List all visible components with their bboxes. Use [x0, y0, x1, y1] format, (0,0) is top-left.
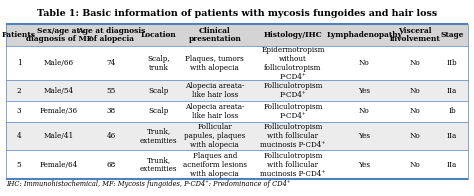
Text: Table 1: Basic information of patients with mycosis fungoides and hair loss: Table 1: Basic information of patients w…: [37, 9, 437, 18]
Text: 38: 38: [107, 107, 116, 115]
Bar: [6, 122, 468, 150]
Text: Male/41: Male/41: [44, 132, 74, 140]
Text: Male/66: Male/66: [44, 59, 74, 67]
Text: No: No: [359, 59, 370, 67]
Text: Scalp: Scalp: [148, 107, 169, 115]
Text: 68: 68: [107, 161, 116, 169]
Text: Age at diagnosis
of alopecia: Age at diagnosis of alopecia: [77, 26, 146, 43]
Text: Female/64: Female/64: [40, 161, 78, 169]
Text: IIa: IIa: [447, 132, 457, 140]
Text: 5: 5: [17, 161, 21, 169]
Text: Folliculotropism
P-CD4⁺: Folliculotropism P-CD4⁺: [263, 103, 323, 120]
Text: Location: Location: [141, 31, 176, 39]
Text: Histology/IHC: Histology/IHC: [264, 31, 322, 39]
Text: Trunk,
extemities: Trunk, extemities: [140, 156, 177, 173]
Text: No: No: [410, 161, 420, 169]
Text: No: No: [359, 107, 370, 115]
Text: Ib: Ib: [448, 107, 456, 115]
Text: Plaques and
acneiform lesions
with alopecia: Plaques and acneiform lesions with alope…: [183, 152, 247, 178]
Text: 1: 1: [17, 59, 21, 67]
Bar: [6, 150, 468, 179]
Text: No: No: [410, 59, 420, 67]
Text: Follicular
papules, plaques
with alopecia: Follicular papules, plaques with alopeci…: [184, 123, 246, 149]
Text: No: No: [410, 107, 420, 115]
Text: Alopecia areata-
like hair loss: Alopecia areata- like hair loss: [185, 103, 245, 120]
Text: Folliculotropism
P-CD4⁺: Folliculotropism P-CD4⁺: [263, 82, 323, 99]
Text: Folliculotropism
with follicular
mucinosis P-CD4⁺: Folliculotropism with follicular mucinos…: [260, 152, 326, 178]
Bar: [6, 46, 468, 80]
Text: Yes: Yes: [358, 161, 371, 169]
Text: Male/54: Male/54: [44, 87, 74, 94]
Text: Yes: Yes: [358, 132, 371, 140]
Bar: [6, 80, 468, 101]
Bar: [6, 24, 468, 46]
Text: IHC: Immunohistochemical, MF: Mycosis fungoides, P-CD4⁺: Predominance of CD4⁺: IHC: Immunohistochemical, MF: Mycosis fu…: [6, 180, 291, 188]
Text: Trunk,
extemities: Trunk, extemities: [140, 128, 177, 144]
Text: Patients: Patients: [2, 31, 36, 39]
Text: Sex/age at
diagnosis of MF: Sex/age at diagnosis of MF: [26, 26, 92, 43]
Bar: [6, 101, 468, 122]
Text: Folliculotropism
with follicular
mucinosis P-CD4⁺: Folliculotropism with follicular mucinos…: [260, 123, 326, 149]
Text: 4: 4: [17, 132, 21, 140]
Text: Epidermotropism
without
folliculotropism
P-CD4⁺: Epidermotropism without folliculotropism…: [261, 46, 325, 81]
Text: No: No: [410, 132, 420, 140]
Text: Lymphadenopathy: Lymphadenopathy: [327, 31, 402, 39]
Text: 55: 55: [107, 87, 116, 94]
Text: Clinical
presentation: Clinical presentation: [188, 26, 241, 43]
Text: No: No: [410, 87, 420, 94]
Text: Scalp,
trunk: Scalp, trunk: [147, 55, 170, 72]
Text: 2: 2: [17, 87, 21, 94]
Text: Plaques, tumors
with alopecia: Plaques, tumors with alopecia: [185, 55, 244, 72]
Text: Scalp: Scalp: [148, 87, 169, 94]
Text: Yes: Yes: [358, 87, 371, 94]
Text: IIa: IIa: [447, 87, 457, 94]
Text: Stage: Stage: [440, 31, 464, 39]
Text: IIa: IIa: [447, 161, 457, 169]
Text: Female/36: Female/36: [40, 107, 78, 115]
Text: IIb: IIb: [447, 59, 457, 67]
Text: 46: 46: [107, 132, 116, 140]
Text: Visceral
involvement: Visceral involvement: [390, 26, 440, 43]
Text: 74: 74: [107, 59, 116, 67]
Text: Alopecia areata-
like hair loss: Alopecia areata- like hair loss: [185, 82, 245, 99]
Text: 3: 3: [17, 107, 21, 115]
